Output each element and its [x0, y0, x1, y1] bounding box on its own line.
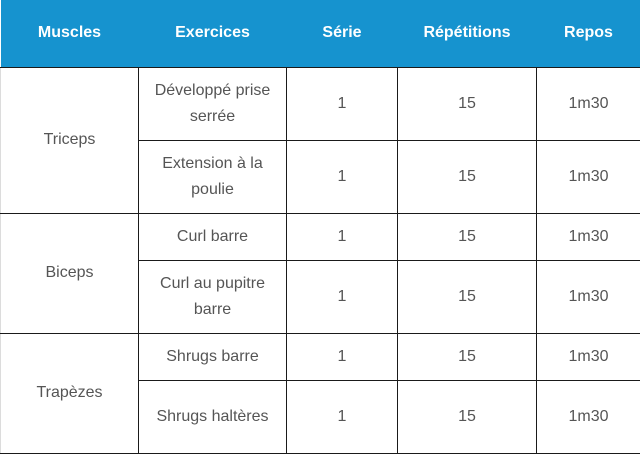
rest-cell: 1m30 [536, 260, 640, 334]
table-row: Triceps Développé prise serrée 1 15 1m30 [0, 67, 640, 214]
table-row: Curl au pupitre barre 1 15 1m30 [1, 260, 640, 334]
reps-cell: 15 [397, 140, 537, 214]
reps-cell: 15 [397, 260, 537, 334]
header-rest: Repos [536, 0, 640, 68]
exercise-cell: Shrugs haltères [138, 380, 287, 454]
series-cell: 1 [286, 260, 398, 334]
header-exercises: Exercices [138, 0, 287, 68]
header-repetitions: Répétitions [397, 0, 537, 68]
table-row: Biceps Curl barre 1 15 1m30 [0, 213, 640, 334]
exercise-cell: Curl barre [138, 213, 287, 261]
exercise-cell: Extension à la poulie [138, 140, 287, 214]
rest-cell: 1m30 [536, 213, 640, 261]
series-cell: 1 [286, 140, 398, 214]
header-muscles: Muscles [0, 0, 139, 68]
series-cell: 1 [286, 380, 398, 454]
reps-cell: 15 [397, 333, 537, 381]
rest-cell: 1m30 [536, 67, 640, 141]
reps-cell: 15 [397, 380, 537, 454]
rest-cell: 1m30 [536, 140, 640, 214]
series-cell: 1 [286, 333, 398, 381]
reps-cell: 15 [397, 213, 537, 261]
rest-cell: 1m30 [536, 333, 640, 381]
muscle-group-cell: Biceps [0, 213, 139, 334]
table-row: Trapèzes Shrugs barre 1 15 1m30 [0, 333, 640, 454]
series-cell: 1 [286, 67, 398, 141]
reps-cell: 15 [397, 67, 537, 141]
muscle-group-cell: Triceps [0, 67, 139, 214]
rest-cell: 1m30 [536, 380, 640, 454]
exercise-cell: Développé prise serrée [138, 67, 287, 141]
table-row: Extension à la poulie 1 15 1m30 [1, 140, 640, 214]
exercise-cell: Curl au pupitre barre [138, 260, 287, 334]
table-header: Muscles Exercices Série Répétitions Repo… [0, 0, 640, 68]
table-body: Triceps Développé prise serrée 1 15 1m30… [0, 67, 640, 454]
muscle-group-cell: Trapèzes [0, 333, 139, 454]
exercise-cell: Shrugs barre [138, 333, 287, 381]
header-row: Muscles Exercices Série Répétitions Repo… [0, 0, 640, 68]
header-series: Série [286, 0, 398, 68]
table-row: Shrugs haltères 1 15 1m30 [1, 380, 640, 454]
series-cell: 1 [286, 213, 398, 261]
